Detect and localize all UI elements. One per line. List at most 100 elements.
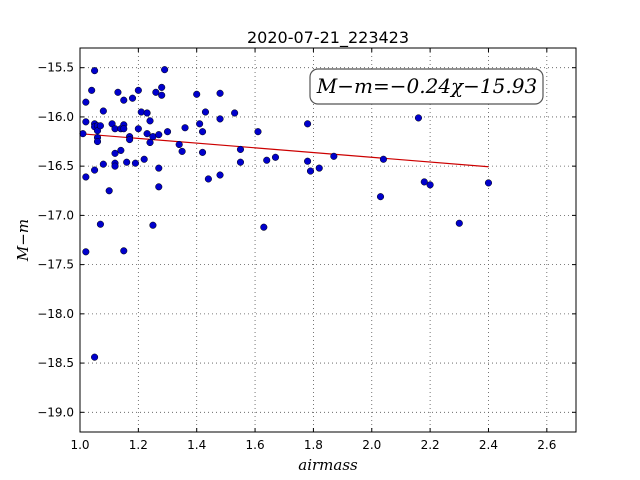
y-axis-label: M−m	[14, 219, 32, 262]
data-point	[484, 179, 493, 187]
data-point	[330, 152, 338, 160]
data-point	[304, 157, 312, 165]
data-point	[82, 118, 90, 126]
data-point	[134, 125, 142, 133]
data-point	[96, 122, 104, 130]
data-point	[414, 114, 422, 122]
data-point	[158, 91, 166, 99]
data-point	[146, 138, 154, 147]
x-tick-label: 2.0	[362, 438, 381, 452]
data-point	[91, 166, 99, 174]
data-point	[143, 109, 151, 117]
data-point	[91, 67, 99, 75]
data-point	[99, 107, 107, 115]
data-point	[263, 156, 271, 164]
data-point	[201, 108, 210, 116]
x-axis-label: airmass	[298, 456, 358, 474]
data-point	[82, 98, 90, 106]
data-point	[193, 90, 201, 98]
data-point	[304, 120, 312, 128]
x-tick-label: 1.2	[129, 438, 148, 452]
data-point	[111, 149, 119, 157]
x-tick-label: 1.6	[246, 438, 265, 452]
data-point	[131, 159, 139, 167]
data-point	[117, 146, 125, 154]
data-point	[216, 171, 224, 179]
y-tick-label: −16.0	[37, 110, 74, 124]
x-tick-label: 1.8	[304, 438, 323, 452]
grid	[80, 48, 576, 432]
chart-title: 2020-07-21_223423	[247, 28, 409, 48]
data-point	[236, 145, 245, 153]
y-tick-label: −18.5	[37, 356, 74, 370]
data-point	[137, 108, 145, 116]
y-tick-label: −17.5	[37, 258, 74, 272]
data-point	[126, 136, 134, 144]
data-point	[163, 128, 172, 136]
annotation-text: M−m=−0.24χ−15.93	[316, 74, 537, 98]
data-point	[178, 147, 186, 155]
data-points	[79, 66, 493, 361]
data-point	[254, 128, 262, 136]
annotation-box	[309, 68, 544, 105]
data-point	[120, 96, 128, 104]
data-point	[158, 83, 166, 91]
data-point	[93, 137, 102, 146]
data-point	[175, 140, 183, 149]
data-point	[216, 115, 224, 123]
y-tick-label: −15.5	[37, 61, 74, 75]
data-point	[79, 130, 87, 138]
data-point	[236, 158, 245, 166]
data-point	[149, 221, 157, 229]
data-point	[152, 88, 160, 96]
data-point	[155, 131, 163, 139]
data-point	[114, 88, 122, 96]
data-point	[260, 223, 268, 231]
data-point	[161, 66, 169, 74]
data-point	[82, 248, 90, 256]
fit-annotation: M−m=−0.24χ−15.93	[309, 68, 544, 105]
data-point	[91, 353, 99, 361]
data-point	[88, 86, 96, 94]
data-point	[420, 178, 428, 186]
data-point	[120, 125, 128, 133]
x-tick-label: 2.4	[479, 438, 498, 452]
x-tick-label: 1.4	[187, 438, 206, 452]
x-tick-label: 2.2	[421, 438, 440, 452]
fit-line-layer	[79, 133, 489, 168]
y-tick-label: −18.0	[37, 307, 74, 321]
data-point	[155, 164, 163, 172]
data-point	[231, 109, 239, 117]
data-point	[181, 124, 189, 132]
data-point	[455, 219, 463, 227]
data-point	[128, 94, 137, 102]
x-tick-label: 2.6	[537, 438, 556, 452]
y-tick-label: −17.0	[37, 208, 74, 222]
data-point	[111, 162, 119, 170]
data-point	[140, 155, 148, 163]
data-point	[216, 89, 224, 97]
data-point	[379, 155, 387, 163]
data-point	[105, 187, 113, 195]
data-point	[143, 130, 151, 138]
y-tick-label: −16.5	[37, 159, 74, 173]
y-tick-label: −19.0	[37, 405, 74, 419]
data-point	[204, 175, 212, 183]
data-point	[123, 158, 131, 166]
data-point	[315, 164, 323, 172]
data-point	[426, 181, 434, 189]
x-tick-label: 1.0	[70, 438, 89, 452]
data-point	[376, 193, 385, 201]
data-point	[196, 120, 204, 128]
data-point	[99, 160, 107, 168]
data-point	[82, 173, 90, 181]
fit-line	[79, 133, 489, 168]
data-point	[134, 86, 142, 94]
data-point	[198, 128, 207, 136]
data-point	[146, 117, 154, 125]
data-point	[198, 148, 207, 156]
axis-ticks: 1.0 1.2 1.4 1.6 1.8 2.0 2.2 2.4 2.6 −15.5 −16.0 −16…	[37, 48, 576, 452]
data-point	[120, 247, 128, 255]
plot-frame	[79, 47, 577, 433]
